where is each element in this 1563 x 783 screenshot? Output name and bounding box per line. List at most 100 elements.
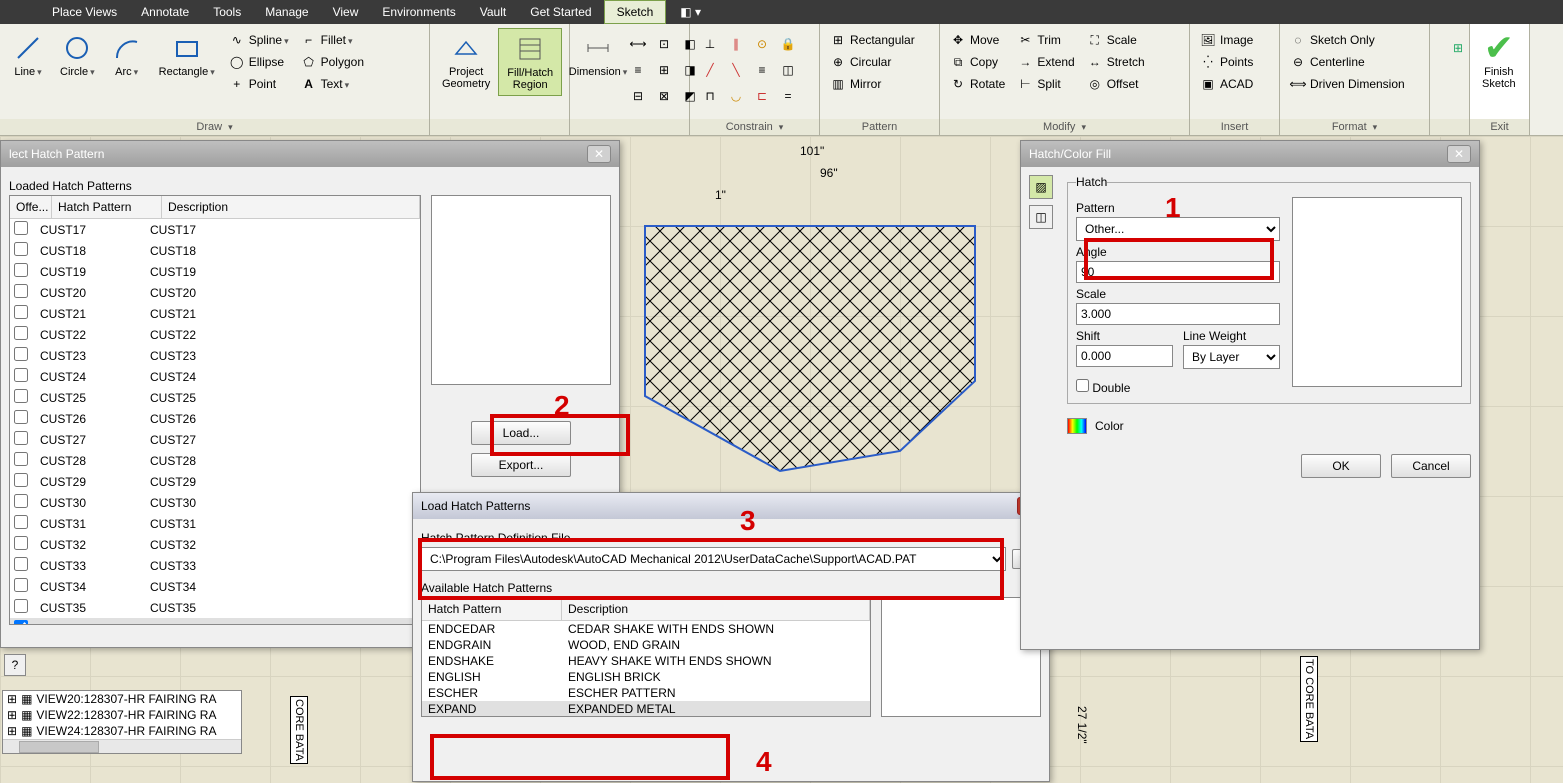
menu-manage[interactable]: Manage (253, 1, 320, 23)
select-hatch-close[interactable]: ✕ (587, 145, 611, 163)
constrain-1[interactable]: ⊥ (698, 32, 722, 56)
hatch-row-checkbox[interactable] (14, 431, 28, 445)
scale-btn[interactable]: ⛶Scale (1083, 30, 1149, 50)
hatch-row-checkbox[interactable] (14, 620, 28, 625)
line-btn[interactable]: Line (4, 28, 52, 82)
rectangular-pattern-btn[interactable]: ⊞Rectangular (826, 30, 919, 50)
hatch-row[interactable]: CUST25CUST25 (10, 387, 420, 408)
hatch-color-titlebar[interactable]: Hatch/Color Fill ✕ (1021, 141, 1479, 167)
text-btn[interactable]: AText (297, 74, 368, 94)
driven-dimension-btn[interactable]: ⟺Driven Dimension (1286, 74, 1409, 94)
hatch-row[interactable]: CUST31CUST31 (10, 513, 420, 534)
fill-hatch-region-btn[interactable]: Fill/Hatch Region (498, 28, 562, 96)
tree-expand-icon[interactable]: ⊞ (7, 708, 17, 722)
dim-tool-8[interactable]: ⊠ (652, 84, 676, 108)
hatch-row[interactable]: CUST28CUST28 (10, 450, 420, 471)
menu-sketch[interactable]: Sketch (604, 0, 667, 24)
dim-tool-4[interactable]: ≡ (626, 58, 650, 82)
load-hatch-titlebar[interactable]: Load Hatch Patterns ✕ (413, 493, 1049, 519)
rectangle-btn[interactable]: Rectangle (151, 28, 223, 82)
hatch-row[interactable]: CUST27CUST27 (10, 429, 420, 450)
hatch-row-checkbox[interactable] (14, 389, 28, 403)
dimension-btn[interactable]: Dimension (574, 28, 622, 82)
extend-btn[interactable]: →Extend (1013, 52, 1078, 72)
color-swatch-icon[interactable] (1067, 418, 1087, 434)
constrain-7[interactable]: ≡ (750, 58, 774, 82)
copy-btn[interactable]: ⧉Copy (946, 52, 1009, 72)
hatch-row-checkbox[interactable] (14, 305, 28, 319)
hatch-row-checkbox[interactable] (14, 452, 28, 466)
constrain-2[interactable]: ∥ (724, 32, 748, 56)
hatch-row[interactable]: CUST18CUST18 (10, 240, 420, 261)
hatch-row[interactable]: CUST29CUST29 (10, 471, 420, 492)
centerline-btn[interactable]: ⊖Centerline (1286, 52, 1409, 72)
split-btn[interactable]: ⊢Split (1013, 74, 1078, 94)
avail-row[interactable]: ESCHERESCHER PATTERN (422, 685, 870, 701)
browser-row[interactable]: ⊞▦VIEW22:128307-HR FAIRING RA (3, 707, 241, 723)
lineweight-select[interactable]: By Layer (1183, 345, 1280, 369)
hatch-row[interactable]: CUST22CUST22 (10, 324, 420, 345)
menu-place-views[interactable]: Place Views (40, 1, 129, 23)
point-btn[interactable]: +Point (225, 74, 293, 94)
hatch-row-checkbox[interactable] (14, 599, 28, 613)
menu-annotate[interactable]: Annotate (129, 1, 201, 23)
fillet-btn[interactable]: ⌐Fillet (297, 30, 368, 50)
double-checkbox-label[interactable]: Double (1076, 381, 1130, 395)
constrain-3[interactable]: ⊙ (750, 32, 774, 56)
dim-tool-7[interactable]: ⊟ (626, 84, 650, 108)
angle-input[interactable] (1076, 261, 1280, 283)
cancel-button[interactable]: Cancel (1391, 454, 1471, 478)
hatch-row[interactable]: CUST21CUST21 (10, 303, 420, 324)
export-button[interactable]: Export... (471, 453, 571, 477)
project-geometry-btn[interactable]: Project Geometry (434, 28, 498, 94)
pattern-select[interactable]: Other... (1076, 217, 1280, 241)
finish-sketch-btn[interactable]: ✔Finish Sketch (1474, 28, 1524, 94)
image-btn[interactable]: 🖼Image (1196, 30, 1257, 50)
menu-get-started[interactable]: Get Started (518, 1, 603, 23)
hatch-row[interactable]: CUST24CUST24 (10, 366, 420, 387)
mirror-btn[interactable]: ▥Mirror (826, 74, 919, 94)
hatch-list[interactable]: Offe... Hatch Pattern Description CUST17… (9, 195, 421, 625)
constrain-8[interactable]: ◫ (776, 58, 800, 82)
avail-list[interactable]: Hatch Pattern Description ENDCEDARCEDAR … (421, 597, 871, 717)
help-button[interactable]: ? (4, 654, 26, 676)
hatch-row[interactable]: EXPANDEXPANDED METAL (10, 618, 420, 625)
constrain-6[interactable]: ╲ (724, 58, 748, 82)
hatch-row[interactable]: CUST34CUST34 (10, 576, 420, 597)
trim-btn[interactable]: ✂Trim (1013, 30, 1078, 50)
hatch-row[interactable]: CUST35CUST35 (10, 597, 420, 618)
constrain-4[interactable]: 🔒 (776, 32, 800, 56)
hatch-row[interactable]: CUST20CUST20 (10, 282, 420, 303)
menu-vault[interactable]: Vault (468, 1, 518, 23)
ellipse-btn[interactable]: ◯Ellipse (225, 52, 293, 72)
hatch-row-checkbox[interactable] (14, 347, 28, 361)
polygon-btn[interactable]: ⬠Polygon (297, 52, 368, 72)
hatch-row-checkbox[interactable] (14, 284, 28, 298)
hatch-row-checkbox[interactable] (14, 557, 28, 571)
avail-row[interactable]: ENDGRAINWOOD, END GRAIN (422, 637, 870, 653)
constrain-11[interactable]: ⊏ (750, 84, 774, 108)
rotate-btn[interactable]: ↻Rotate (946, 74, 1009, 94)
constrain-12[interactable]: = (776, 84, 800, 108)
arc-btn[interactable]: Arc (103, 28, 151, 82)
shift-input[interactable] (1076, 345, 1173, 367)
points-btn[interactable]: ⁛Points (1196, 52, 1257, 72)
move-btn[interactable]: ✥Move (946, 30, 1009, 50)
ok-button[interactable]: OK (1301, 454, 1381, 478)
hatch-mode-btn[interactable]: ▨ (1029, 175, 1053, 199)
hatch-row[interactable]: CUST33CUST33 (10, 555, 420, 576)
hatch-row-checkbox[interactable] (14, 578, 28, 592)
fill-mode-btn[interactable]: ◫ (1029, 205, 1053, 229)
dim-tool-1[interactable]: ⟷ (626, 32, 650, 56)
hatch-row-checkbox[interactable] (14, 515, 28, 529)
double-checkbox[interactable] (1076, 379, 1089, 392)
scale-input[interactable] (1076, 303, 1280, 325)
hatch-row-checkbox[interactable] (14, 473, 28, 487)
hatch-row-checkbox[interactable] (14, 494, 28, 508)
hatch-row-checkbox[interactable] (14, 410, 28, 424)
menu-tools[interactable]: Tools (201, 1, 253, 23)
constrain-9[interactable]: ⊓ (698, 84, 722, 108)
sketch-only-btn[interactable]: ◌Sketch Only (1286, 30, 1409, 50)
browser-row[interactable]: ⊞▦VIEW20:128307-HR FAIRING RA (3, 691, 241, 707)
load-button[interactable]: Load... (471, 421, 571, 445)
